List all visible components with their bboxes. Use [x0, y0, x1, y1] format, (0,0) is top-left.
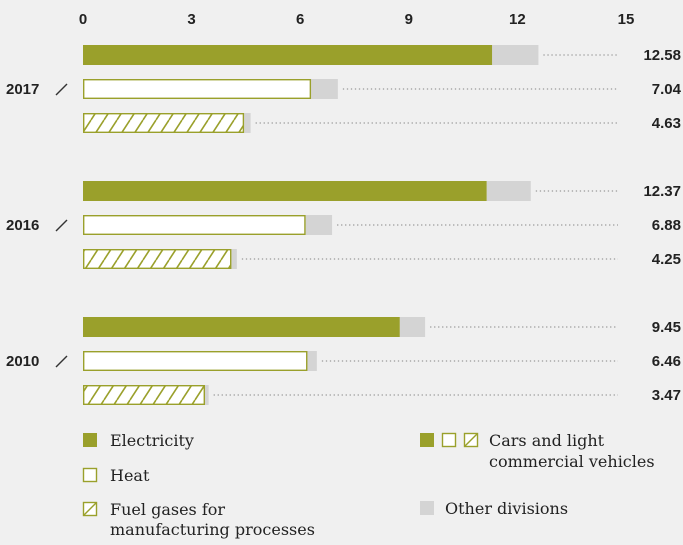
value-label-fuel-2016: 4.25 — [652, 251, 681, 268]
bar-cars-heat-2010 — [82, 351, 308, 372]
value-label-fuel-2017: 4.63 — [652, 115, 681, 132]
bar-cars-fuel-2016 — [82, 248, 232, 269]
year-label-2010: 2010 — [6, 353, 39, 370]
bar-cars-heat-2017 — [82, 78, 312, 99]
x-tick-label: 6 — [296, 11, 304, 28]
bar-other-heat-2010 — [307, 351, 317, 371]
bar-other-heat-2017 — [311, 79, 338, 99]
legend-swatch-other — [420, 501, 434, 515]
bar-cars-electricity-2017 — [83, 45, 493, 65]
year-slash — [55, 355, 68, 368]
bar-cars-fuel-2017 — [82, 112, 245, 133]
value-label-electricity-2010: 9.45 — [652, 319, 681, 336]
legend-label-fuel-line1: Fuel gases for — [110, 500, 225, 519]
year-label-2016: 2016 — [6, 217, 39, 234]
x-tick-label: 9 — [405, 11, 413, 28]
legend-label-electricity: Electricity — [110, 431, 194, 450]
x-tick-label: 12 — [509, 11, 526, 28]
value-label-electricity-2016: 12.37 — [643, 183, 681, 200]
legend-swatch-cars-solid — [420, 433, 434, 447]
year-label-2017: 2017 — [6, 81, 39, 98]
bar-other-electricity-2016 — [486, 181, 531, 201]
value-label-heat-2010: 6.46 — [652, 353, 681, 370]
year-slash — [55, 83, 68, 96]
bar-cars-heat-2016 — [82, 214, 306, 235]
legend-label-heat: Heat — [110, 466, 150, 485]
legend-label-cars-line1: Cars and light — [489, 431, 605, 450]
bar-other-fuel-2016 — [231, 249, 237, 269]
bar-group-2016: 12.37 6.88 4.25 2016 — [6, 181, 681, 269]
x-tick-label: 0 — [79, 11, 87, 28]
legend-label-cars-line2: commercial vehicles — [489, 452, 655, 471]
bar-cars-fuel-2010 — [82, 385, 205, 406]
legend-swatch-cars-outline — [441, 432, 457, 448]
value-label-heat-2016: 6.88 — [652, 217, 681, 234]
bar-other-fuel-2010 — [204, 385, 209, 405]
value-label-heat-2017: 7.04 — [652, 81, 682, 98]
year-slash — [55, 219, 68, 232]
bar-other-heat-2016 — [305, 215, 333, 235]
bar-group-2010: 9.45 6.46 3.47 2010 — [6, 317, 681, 406]
bar-other-electricity-2017 — [492, 45, 539, 65]
bar-other-electricity-2010 — [399, 317, 426, 337]
bar-group-2017: 12.58 7.04 4.63 2017 — [6, 45, 682, 133]
legend-swatch-fuel-hatch — [83, 502, 97, 516]
value-label-electricity-2017: 12.58 — [643, 47, 681, 64]
bar-cars-electricity-2010 — [83, 317, 400, 337]
legend-swatch-heat — [82, 467, 98, 483]
value-label-fuel-2010: 3.47 — [652, 387, 681, 404]
x-tick-label: 15 — [618, 11, 635, 28]
legend-swatch-electricity — [83, 433, 97, 447]
legend: Electricity Heat Fuel gases for manufact… — [82, 431, 655, 539]
bar-other-fuel-2017 — [244, 113, 251, 133]
bar-cars-electricity-2016 — [83, 181, 487, 201]
legend-label-other: Other divisions — [445, 499, 568, 518]
bar-groups: 12.58 7.04 4.63 2017 12.37 6.88 4.25 2016 9.45 6.… — [6, 45, 682, 406]
legend-label-fuel-line2: manufacturing processes — [110, 520, 315, 539]
x-axis-ticks: 0 3 6 9 12 15 — [79, 11, 635, 28]
legend-swatch-cars-hatch-line — [464, 433, 478, 447]
x-tick-label: 3 — [187, 11, 195, 28]
